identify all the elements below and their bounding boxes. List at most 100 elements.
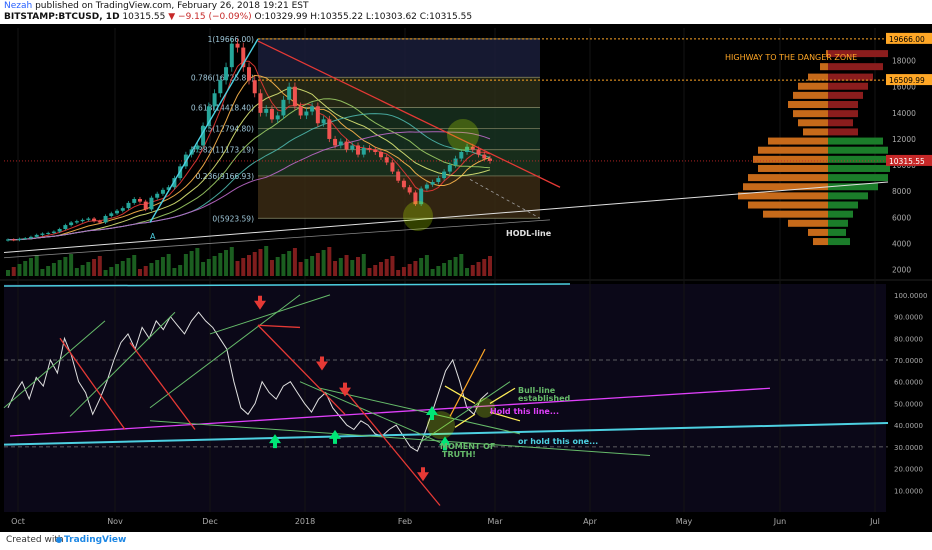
volume-bar: [356, 257, 361, 276]
resistance-price-box: [886, 32, 932, 44]
candle-body: [109, 213, 114, 216]
volume-profile-bar: [768, 137, 828, 145]
candle-body: [241, 47, 246, 68]
price-y-tick-label: 18000: [892, 57, 916, 66]
candle-body: [424, 184, 429, 189]
volume-bar: [23, 261, 28, 276]
volume-profile-bar: [808, 73, 828, 81]
chart-canvas[interactable]: 1(19666.00) 0.786(16725.81) 0.618(14418.40…: [0, 24, 932, 532]
volume-profile-bar: [828, 219, 848, 227]
green-channel-line: [69, 311, 176, 417]
chart-header: Nezah published on TradingView.com, Febr…: [0, 0, 932, 24]
author-name[interactable]: Nezah: [4, 1, 33, 11]
price-y-tick-label: 16000: [892, 83, 916, 92]
bull-line-label: Bull-line: [518, 386, 556, 395]
volume-bar: [361, 254, 366, 276]
red-channel-line: [59, 337, 126, 430]
highlight-circle: [447, 119, 479, 152]
volume-bar: [401, 267, 406, 276]
volume-profile-bar: [758, 146, 828, 154]
volume-profile-bar: [828, 73, 873, 81]
volume-bar: [378, 262, 383, 276]
volume-bar: [195, 248, 200, 276]
volume-bar: [189, 251, 194, 276]
candle-body: [488, 158, 492, 161]
volume-bar: [488, 256, 492, 276]
hodl-line: [3, 181, 889, 254]
moving-average-line: [7, 131, 491, 241]
x-tick-label: Jun: [773, 517, 787, 526]
volume-bar: [11, 267, 16, 276]
volume-bar: [143, 266, 148, 276]
truth-label: TRUTH!: [442, 450, 476, 459]
candle-body: [304, 111, 309, 116]
candle-body: [378, 152, 383, 158]
candle-body: [482, 154, 487, 159]
volume-profile-bar: [828, 82, 868, 90]
fib-band: [258, 38, 540, 78]
candle-body: [235, 43, 240, 48]
magenta-bull-line: [9, 387, 771, 437]
volume-profile-bar: [793, 91, 828, 99]
candle-body: [195, 145, 200, 150]
tradingview-link[interactable]: TradingView: [64, 535, 127, 545]
red-channel-line: [344, 389, 441, 506]
fib-level-label: 0(5923.59): [212, 214, 254, 223]
fib-band: [258, 128, 540, 150]
buy-signal-arrow-icon: [439, 436, 451, 451]
candle-body: [356, 145, 361, 155]
volume-profile-bar: [743, 183, 828, 191]
ohlc-low: L:10303.62: [365, 12, 417, 22]
volume-profile-bar: [828, 50, 888, 58]
oscillator-line: [7, 311, 489, 452]
cyan-support-line: [3, 421, 889, 446]
established-label: established: [518, 394, 571, 403]
volume-bar: [172, 268, 177, 276]
candle-body: [28, 236, 33, 239]
yellow-pointer-arrow: [489, 387, 516, 404]
x-tick-label: Nov: [107, 517, 123, 526]
volume-profile-bar: [803, 128, 828, 136]
candle-body: [143, 201, 148, 210]
volume-profile-bar: [828, 228, 846, 236]
candle-body: [298, 106, 303, 116]
volume-bar: [92, 259, 97, 276]
candle-body: [92, 218, 97, 222]
fib-band: [258, 175, 540, 219]
sell-signal-arrow-icon: [254, 295, 266, 310]
candle-body: [137, 198, 142, 202]
volume-profile-bar: [808, 228, 828, 236]
volume-bar: [178, 265, 183, 276]
buy-signal-arrow-icon: [269, 434, 281, 449]
volume-profile-bar: [763, 210, 828, 218]
volume-bar: [442, 263, 447, 276]
volume-bar: [57, 260, 62, 276]
candle-body: [442, 171, 447, 179]
candle-body: [367, 148, 372, 150]
candle-body: [459, 152, 464, 159]
volume-profile-bar: [828, 192, 868, 200]
volume-profile-bar: [748, 201, 828, 209]
volume-profile-bar: [828, 164, 890, 172]
candle-body: [315, 106, 320, 124]
volume-profile-bar: [820, 63, 828, 71]
price-y-tick-label: 12000: [892, 135, 916, 144]
volume-profile-bar: [828, 110, 858, 118]
volume-bar: [218, 253, 223, 276]
candle-body: [413, 192, 418, 205]
volume-bar: [46, 266, 51, 276]
hodl-line-label: HODL-line: [506, 229, 552, 238]
red-channel-line: [257, 324, 346, 415]
candle-body: [384, 157, 389, 163]
volume-bar: [132, 255, 137, 276]
candle-body: [166, 187, 171, 190]
volume-bar: [149, 263, 154, 276]
candle-body: [46, 232, 51, 234]
sell-signal-arrow-icon: [339, 382, 351, 397]
candle-body: [80, 219, 85, 222]
volume-bar: [212, 256, 217, 276]
volume-bar: [34, 255, 39, 276]
resistance-price-box: [886, 74, 932, 86]
volume-bar: [235, 261, 240, 276]
candle-body: [373, 149, 378, 152]
